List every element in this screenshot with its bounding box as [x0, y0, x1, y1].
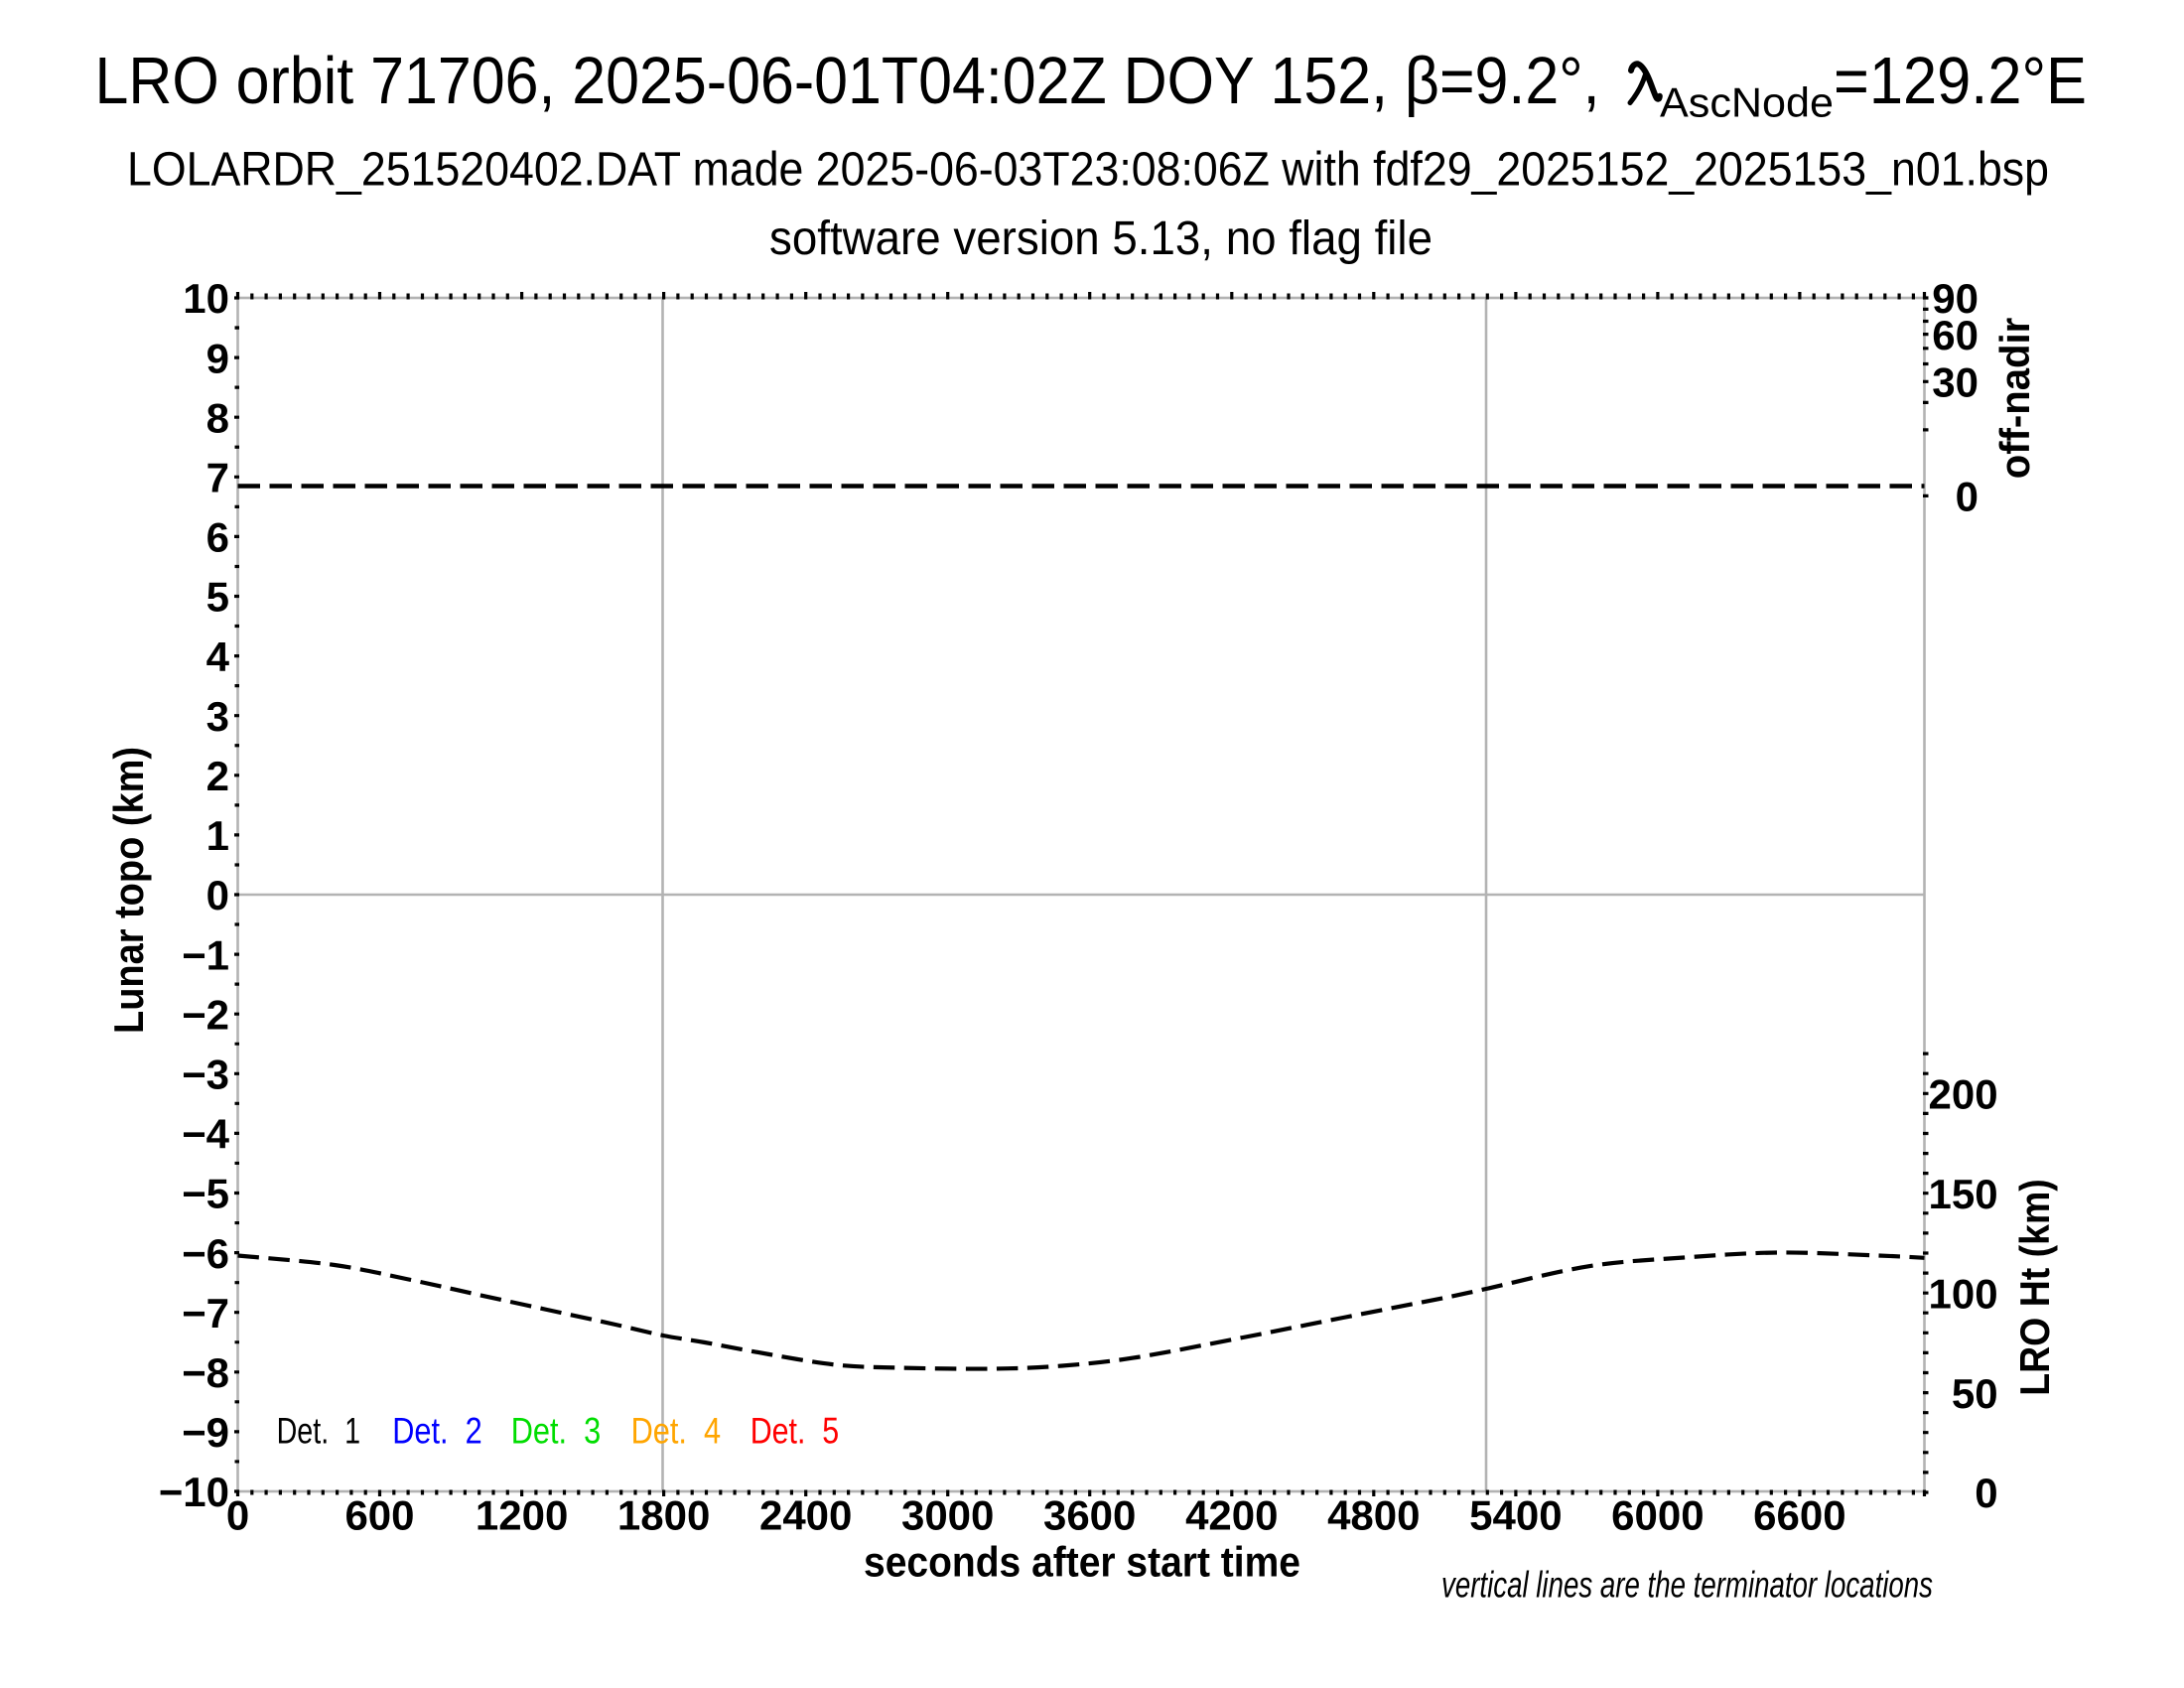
svg-text:−6: −6 [182, 1230, 229, 1277]
svg-text:9: 9 [206, 335, 229, 381]
svg-text:0: 0 [1956, 474, 1979, 520]
svg-text:100: 100 [1929, 1270, 1998, 1317]
svg-text:90: 90 [1932, 275, 1979, 322]
svg-text:Det. 5: Det. 5 [751, 1411, 840, 1452]
svg-text:Det. 3: Det. 3 [511, 1411, 602, 1452]
svg-text:4800: 4800 [1327, 1491, 1420, 1538]
svg-text:200: 200 [1929, 1071, 1998, 1118]
svg-text:6000: 6000 [1611, 1491, 1704, 1538]
svg-text:−4: −4 [182, 1111, 230, 1158]
svg-text:600: 600 [344, 1491, 414, 1538]
svg-text:−3: −3 [182, 1052, 229, 1098]
svg-text:−8: −8 [182, 1349, 229, 1396]
svg-text:−9: −9 [182, 1409, 229, 1456]
svg-text:150: 150 [1929, 1171, 1998, 1217]
svg-text:3600: 3600 [1043, 1491, 1136, 1538]
svg-text:−7: −7 [182, 1290, 229, 1336]
svg-text:−1: −1 [182, 931, 229, 978]
svg-text:5400: 5400 [1469, 1491, 1562, 1538]
svg-text:1: 1 [206, 812, 229, 859]
svg-text:3000: 3000 [901, 1491, 994, 1538]
svg-text:10: 10 [183, 275, 229, 322]
svg-text:=129.2°E: =129.2°E [1834, 45, 2087, 118]
svg-text:Det. 4: Det. 4 [631, 1411, 722, 1452]
svg-text:vertical lines are the termina: vertical lines are the terminator locati… [1441, 1565, 1933, 1606]
svg-text:0: 0 [206, 872, 229, 918]
svg-text:−5: −5 [182, 1171, 229, 1217]
svg-text:1800: 1800 [617, 1491, 710, 1538]
svg-text:LOLARDR_251520402.DAT made 202: LOLARDR_251520402.DAT made 2025-06-03T23… [127, 143, 2049, 197]
svg-text:0: 0 [1975, 1470, 1997, 1516]
svg-text:50: 50 [1952, 1370, 1998, 1417]
svg-text:6: 6 [206, 514, 229, 561]
svg-text:Lunar topo (km): Lunar topo (km) [105, 747, 152, 1034]
svg-text:5: 5 [206, 574, 229, 621]
svg-text:seconds after start time: seconds after start time [864, 1540, 1300, 1587]
svg-text:Det. 2: Det. 2 [392, 1411, 482, 1452]
svg-text:software version 5.13, no flag: software version 5.13, no flag file [769, 211, 1433, 265]
svg-text:LRO Ht (km): LRO Ht (km) [2011, 1179, 2058, 1396]
svg-text:30: 30 [1932, 359, 1979, 406]
svg-text:Det. 1: Det. 1 [277, 1411, 361, 1452]
svg-text:2400: 2400 [759, 1491, 852, 1538]
svg-text:LRO orbit 71706, 2025-06-01T04: LRO orbit 71706, 2025-06-01T04:02Z DOY 1… [95, 45, 1600, 118]
svg-text:7: 7 [206, 455, 229, 501]
svg-text:−10: −10 [159, 1469, 229, 1515]
svg-text:1200: 1200 [476, 1491, 568, 1538]
svg-text:off-nadir: off-nadir [1991, 318, 2038, 480]
svg-text:AscNode: AscNode [1660, 79, 1834, 126]
svg-text:6600: 6600 [1753, 1491, 1845, 1538]
svg-text:−2: −2 [182, 991, 229, 1038]
svg-text:4200: 4200 [1185, 1491, 1278, 1538]
svg-text:3: 3 [206, 693, 229, 740]
svg-text:4: 4 [206, 633, 230, 680]
svg-text:2: 2 [206, 753, 229, 799]
svg-text:8: 8 [206, 394, 229, 441]
svg-text:60: 60 [1932, 312, 1979, 358]
svg-text:0: 0 [226, 1491, 249, 1538]
